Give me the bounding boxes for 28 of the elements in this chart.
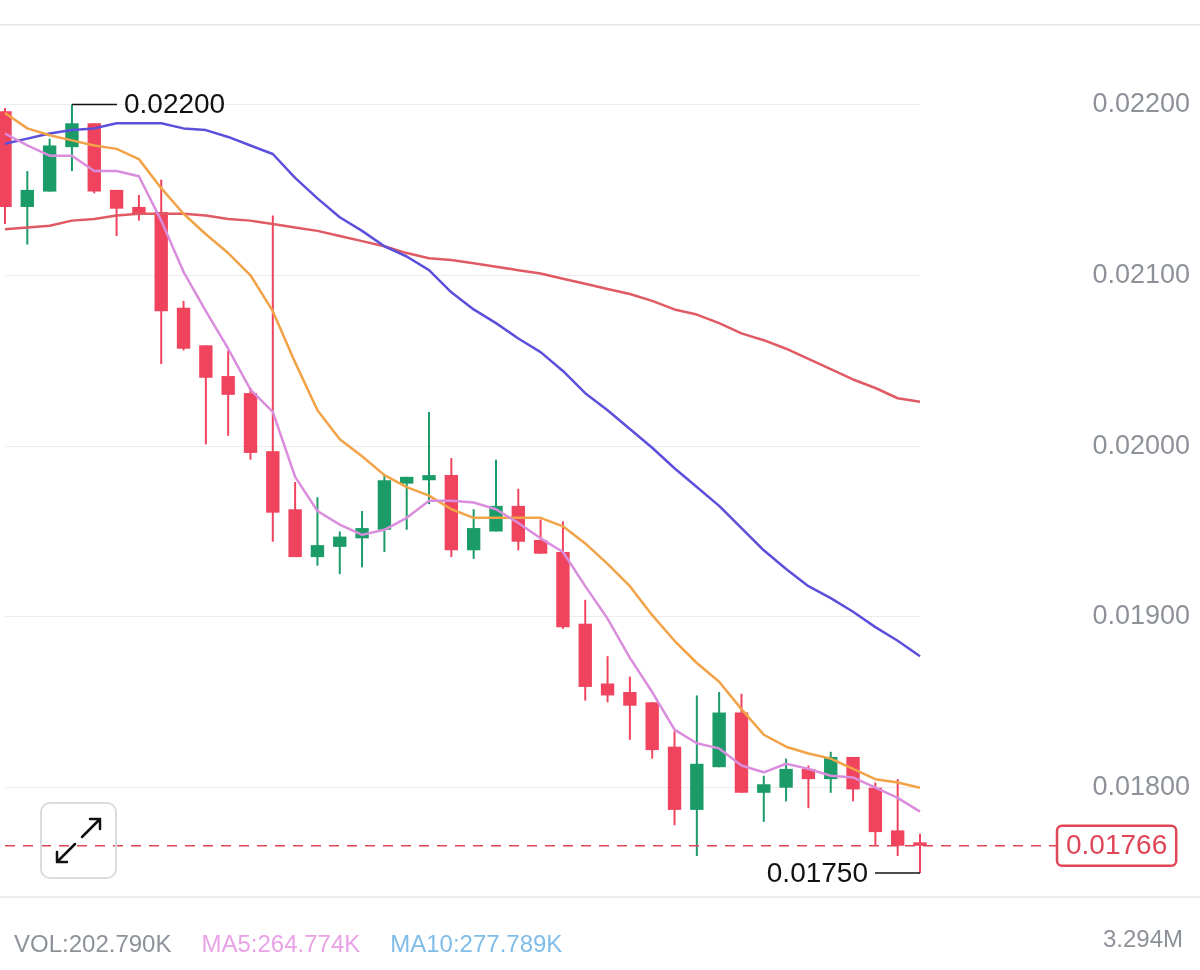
candlestick bbox=[757, 774, 771, 823]
candlestick bbox=[890, 778, 905, 858]
candlestick bbox=[20, 170, 35, 246]
candlestick bbox=[422, 410, 436, 506]
candlestick bbox=[913, 832, 927, 875]
text: VOL:202.790K bbox=[14, 929, 172, 957]
candlestick bbox=[600, 655, 615, 704]
y-tick-label: 0.01900 bbox=[1092, 600, 1190, 631]
candlestick bbox=[109, 188, 124, 237]
candlestick bbox=[221, 349, 235, 437]
y-tick-label: 0.01800 bbox=[1092, 771, 1190, 802]
candlestick bbox=[623, 675, 637, 741]
text: MA5:264.774K bbox=[201, 929, 361, 957]
y-tick-label: 0.02000 bbox=[1092, 429, 1190, 460]
candlestick bbox=[466, 508, 481, 560]
candlestick bbox=[132, 194, 146, 222]
y-tick-label: 0.02200 bbox=[1092, 87, 1190, 118]
text: MA10:277.789K bbox=[390, 929, 563, 957]
text: 3.294M bbox=[1102, 924, 1183, 952]
annotation: 0.01750 bbox=[766, 856, 868, 888]
candlestick bbox=[400, 475, 414, 531]
candlestick bbox=[333, 530, 347, 576]
y-tick-label: 0.02100 bbox=[1092, 258, 1190, 289]
candlestick bbox=[533, 518, 548, 555]
annotation: 0.02200 bbox=[123, 88, 226, 120]
candlestick bbox=[310, 496, 325, 567]
ref-line-label: 0.01766 bbox=[1066, 829, 1168, 861]
candlestick bbox=[779, 757, 793, 803]
